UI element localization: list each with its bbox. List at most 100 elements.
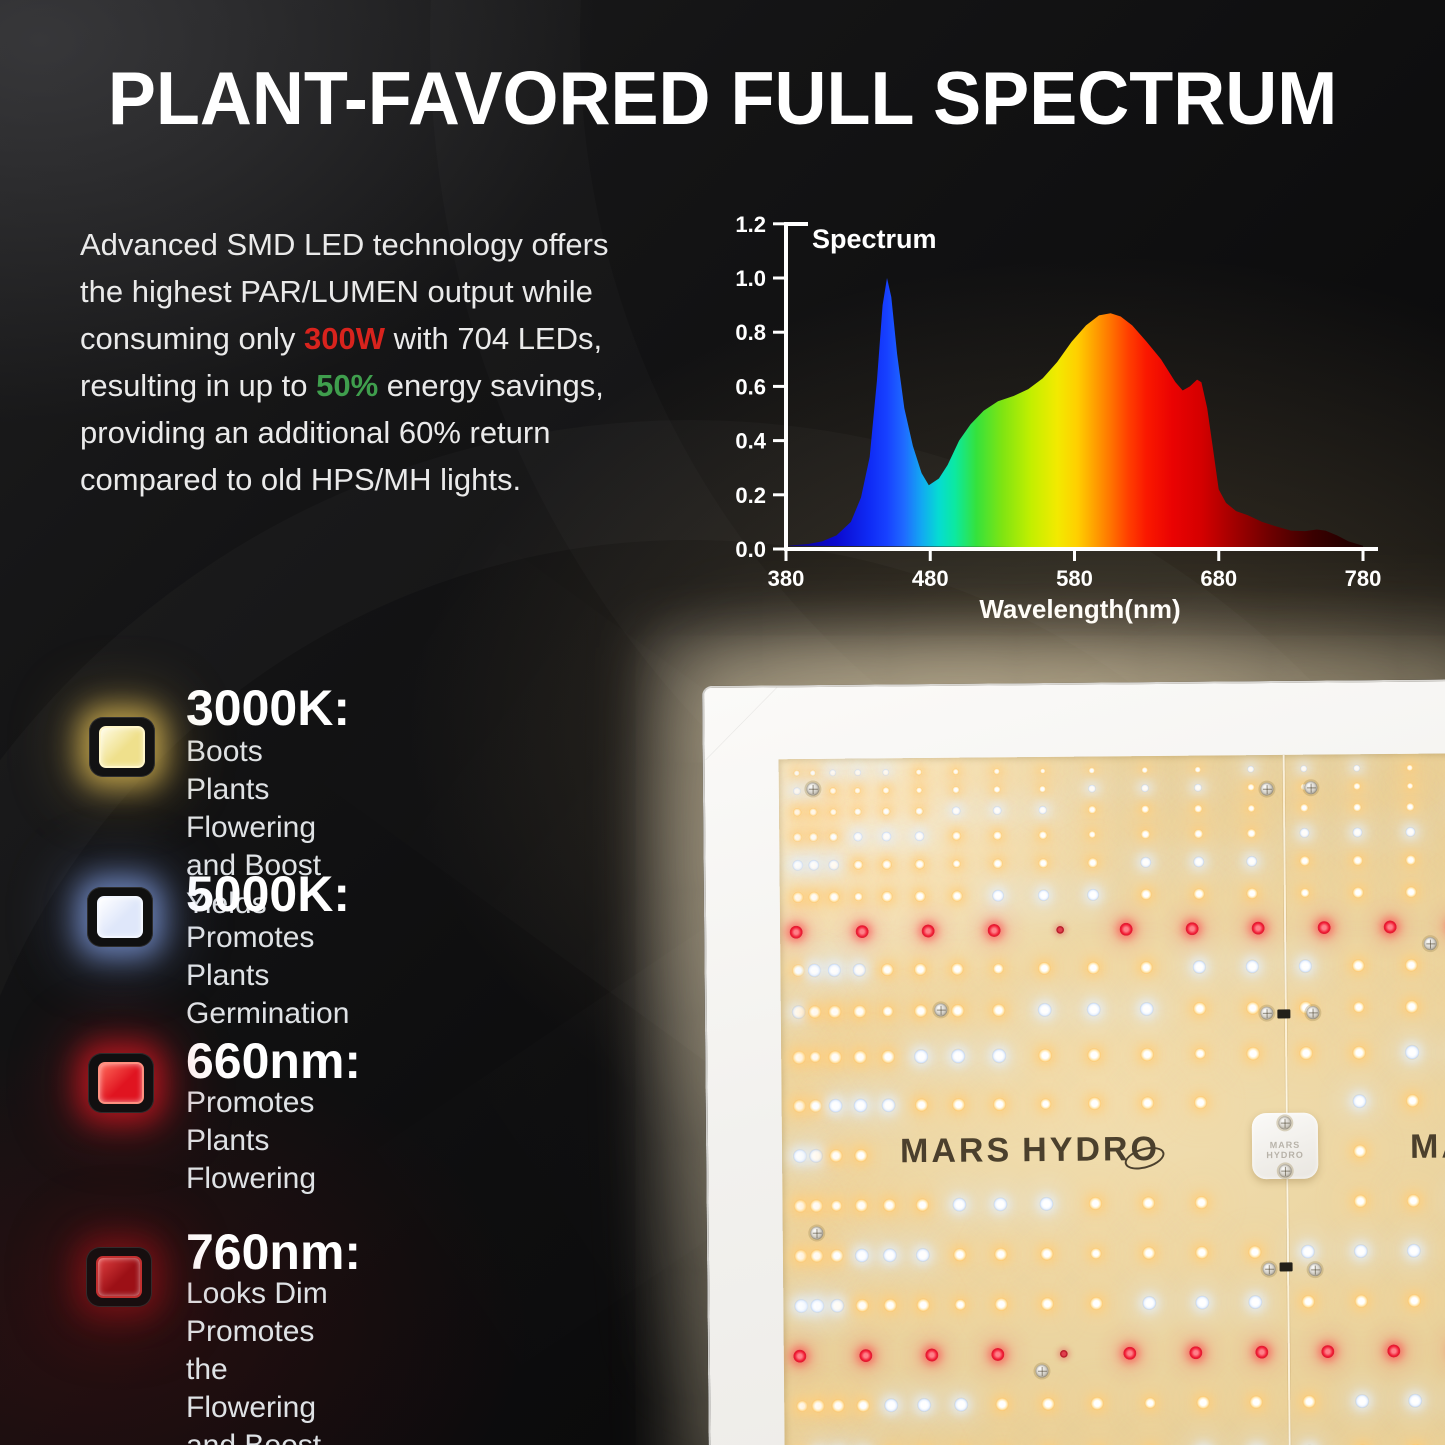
feature-heading: 5000K: <box>186 866 350 922</box>
led-warm-white <box>1300 887 1310 898</box>
led-warm-white <box>793 1199 808 1214</box>
led-warm-white <box>792 891 804 903</box>
led-cool-white <box>915 1247 931 1263</box>
smd-component <box>1279 1262 1293 1272</box>
led-cool-white <box>1299 828 1310 838</box>
led-cool-white <box>884 1398 899 1413</box>
led-cool-white <box>992 1048 1007 1063</box>
spectrum-area <box>786 278 1363 549</box>
led-red-660nm <box>855 925 869 939</box>
led-warm-white <box>1141 766 1149 774</box>
led-cool-white <box>792 787 801 796</box>
y-tick-label: 0.8 <box>735 320 766 345</box>
led-warm-white <box>1140 888 1152 900</box>
y-tick-label: 0.4 <box>735 429 766 454</box>
led-warm-white <box>881 859 893 871</box>
led-warm-white <box>952 768 960 776</box>
led-cool-white <box>1352 827 1363 838</box>
led-cool-white <box>828 859 840 871</box>
led-cool-white <box>1038 805 1048 815</box>
led-cool-white <box>1405 827 1416 837</box>
x-tick-label: 780 <box>1345 566 1382 591</box>
led-warm-white <box>1087 857 1099 869</box>
screw <box>1308 1263 1322 1277</box>
led-warm-white <box>1088 830 1097 839</box>
screw <box>806 782 820 796</box>
chart-title: Spectrum <box>812 224 937 254</box>
led-warm-white <box>916 1297 931 1313</box>
led-cool-white <box>883 1248 898 1263</box>
led-warm-white <box>1194 1195 1209 1210</box>
led-warm-white <box>882 786 891 795</box>
led-cool-white <box>1300 765 1308 773</box>
led-warm-white <box>1140 1095 1155 1111</box>
x-tick-label: 480 <box>912 566 949 591</box>
led-cool-white <box>881 1098 897 1113</box>
led-warm-white <box>915 786 923 794</box>
led-cool-white <box>1352 1094 1367 1109</box>
led-warm-white <box>1247 783 1256 792</box>
led-warm-white <box>1088 1196 1103 1211</box>
led-warm-white <box>1192 1001 1208 1017</box>
led-warm-white <box>1193 828 1204 839</box>
led-cool-white <box>1247 765 1255 773</box>
led-cool-white <box>853 831 863 842</box>
led-red-660nm <box>793 1349 807 1363</box>
led-warm-white <box>809 1248 825 1264</box>
led-warm-white <box>880 963 895 977</box>
led-warm-white <box>853 891 864 902</box>
led-warm-white <box>1087 1047 1102 1063</box>
led-warm-white <box>1353 782 1362 791</box>
x-axis-label: Wavelength(nm) <box>979 594 1180 624</box>
deep-red-led-chip-icon <box>86 1247 152 1307</box>
led-warm-white <box>830 1248 845 1263</box>
led-warm-white <box>852 1049 867 1065</box>
led-warm-white <box>854 1298 870 1313</box>
led-warm-white <box>855 1398 871 1413</box>
led-cool-white <box>853 769 861 777</box>
led-cool-white <box>808 1148 824 1164</box>
led-warm-white <box>1246 1046 1261 1061</box>
led-cool-white <box>1246 856 1258 867</box>
feature-660nm: 660nm: Promotes Plants Flowering <box>186 1036 361 1195</box>
led-cool-white <box>1193 856 1205 868</box>
led-warm-white <box>853 786 862 795</box>
led-cool-white <box>954 1397 969 1412</box>
led-warm-white <box>951 785 960 794</box>
led-warm-white <box>1193 1095 1208 1110</box>
led-cool-white <box>952 1197 967 1212</box>
feature-body: Boots Plants Flowering and Boost Yields <box>186 735 322 920</box>
led-red-760nm <box>1059 1349 1068 1358</box>
led-warm-white <box>1039 1296 1055 1312</box>
led-cool-white <box>1353 764 1361 772</box>
led-warm-white <box>1299 803 1309 813</box>
driver-label: MARS HYDRO <box>1266 1139 1304 1161</box>
feature-3000k: 3000K: Boots Plants Flowering and Boost … <box>186 683 350 920</box>
led-warm-white <box>1196 1395 1211 1410</box>
smd-component <box>1277 1009 1291 1019</box>
led-warm-white <box>827 1004 843 1020</box>
led-warm-white <box>1086 961 1101 975</box>
led-red-660nm <box>1251 921 1265 935</box>
red-led-chip-icon <box>88 1053 154 1113</box>
led-warm-white <box>1406 764 1414 772</box>
led-warm-white <box>791 963 806 978</box>
led-cool-white <box>792 1149 808 1164</box>
led-warm-white <box>913 1004 929 1019</box>
led-warm-white <box>829 786 838 795</box>
led-cool-white <box>808 860 819 871</box>
led-red-660nm <box>1321 1345 1335 1359</box>
led-warm-white <box>914 807 924 816</box>
led-cool-white <box>1194 783 1203 792</box>
led-red-660nm <box>921 924 935 938</box>
led-warm-white <box>1406 782 1414 790</box>
led-cool-white <box>951 1049 966 1064</box>
led-cool-white <box>914 831 925 842</box>
led-warm-white <box>950 962 965 976</box>
led-cool-white <box>951 806 961 816</box>
brand-ring-o: O <box>1122 1130 1169 1174</box>
led-red-660nm <box>1255 1345 1269 1359</box>
